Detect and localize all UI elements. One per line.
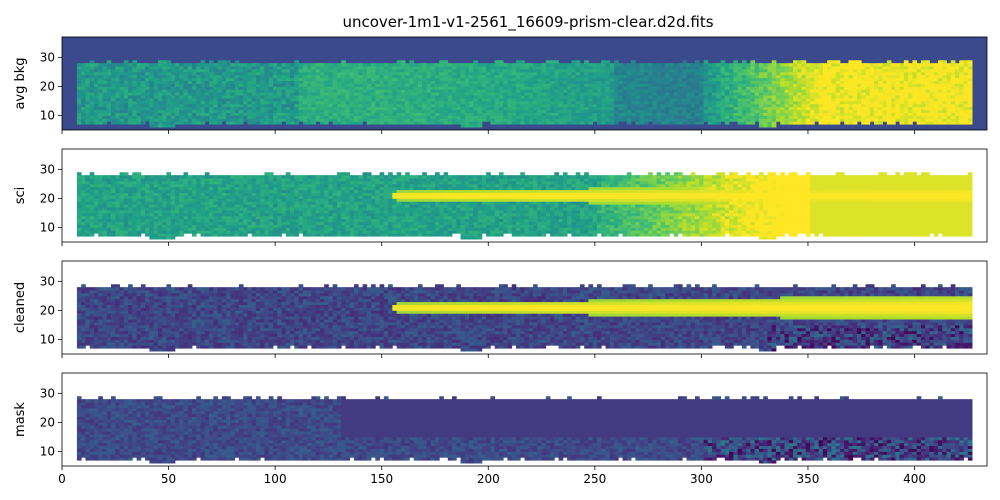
y-tick-label: 20 xyxy=(40,191,55,205)
y-tick-label: 10 xyxy=(40,108,55,122)
figure-title: uncover-1m1-v1-2561_16609-prism-clear.d2… xyxy=(342,13,713,32)
y-tick-label: 10 xyxy=(40,220,55,234)
x-tick-label: 0 xyxy=(58,472,66,486)
panel-avg-bkg: 10 20 30 avg bkg xyxy=(13,36,988,134)
x-tick-label: 350 xyxy=(797,472,820,486)
y-axis-label: mask xyxy=(13,402,28,437)
panels: 10 20 30 avg bkg 10 20 30 sci 10 20 30 cleaned 10 20 3… xyxy=(13,36,988,486)
axes-frame xyxy=(61,148,988,243)
y-tick-label: 20 xyxy=(40,303,55,317)
panel-sci: 10 20 30 sci xyxy=(13,148,988,246)
y-axis-label: cleaned xyxy=(13,282,28,333)
y-tick-label: 10 xyxy=(40,332,55,346)
y-tick-label: 30 xyxy=(40,162,55,176)
axes-frame xyxy=(61,372,988,467)
spectrum-image xyxy=(76,284,973,352)
y-axis-label: avg bkg xyxy=(13,57,28,109)
y-tick-label: 10 xyxy=(40,444,55,458)
spectrum-image xyxy=(76,396,973,464)
x-tick-label: 400 xyxy=(903,472,926,486)
axes-frame xyxy=(61,260,988,355)
panel-cleaned: 10 20 30 cleaned xyxy=(13,260,988,358)
y-tick-label: 20 xyxy=(40,79,55,93)
spectrum-image xyxy=(76,60,973,128)
y-tick-label: 30 xyxy=(40,274,55,288)
x-tick-label: 200 xyxy=(477,472,500,486)
axes-frame xyxy=(61,36,988,131)
y-tick-label: 30 xyxy=(40,386,55,400)
x-tick-label: 50 xyxy=(161,472,176,486)
x-tick-label: 100 xyxy=(264,472,287,486)
y-tick-label: 30 xyxy=(40,50,55,64)
y-axis-label: sci xyxy=(13,187,28,205)
x-tick-label: 150 xyxy=(370,472,393,486)
x-tick-label: 300 xyxy=(690,472,713,486)
spectrum-image xyxy=(76,172,973,240)
x-tick-label: 250 xyxy=(583,472,606,486)
y-tick-label: 20 xyxy=(40,415,55,429)
